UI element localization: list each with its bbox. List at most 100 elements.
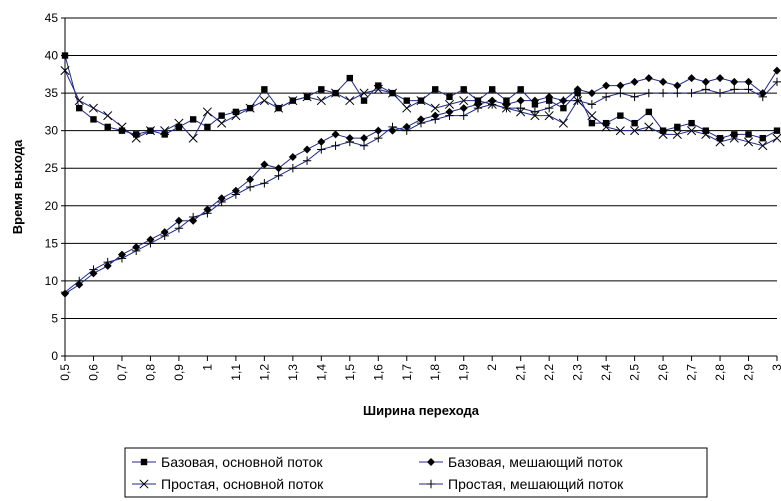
legend-marker <box>140 458 148 466</box>
data-point <box>274 171 283 180</box>
data-point <box>359 88 369 98</box>
data-point <box>446 93 453 101</box>
data-point <box>360 134 369 143</box>
legend-label: Базовая, основной поток <box>161 454 323 470</box>
data-point <box>617 112 624 119</box>
data-point <box>317 137 326 146</box>
data-point <box>160 126 170 136</box>
x-tick-label: 2,4 <box>599 364 613 381</box>
data-point <box>331 141 340 150</box>
data-point <box>658 88 668 98</box>
data-point <box>175 123 183 131</box>
data-point <box>659 127 667 134</box>
data-point <box>359 141 369 150</box>
data-point <box>360 97 368 104</box>
x-tick-label: 0,9 <box>172 364 186 381</box>
data-point <box>202 107 212 117</box>
x-tick-label: 1,1 <box>229 364 243 381</box>
data-point <box>430 103 440 113</box>
data-point <box>118 127 126 134</box>
data-point <box>103 257 112 267</box>
data-point <box>60 287 70 297</box>
data-point <box>345 96 355 106</box>
data-point <box>74 96 84 106</box>
data-point <box>545 92 554 101</box>
y-tick-label: 30 <box>45 124 59 138</box>
data-point <box>516 103 525 113</box>
data-point <box>245 103 255 113</box>
data-point <box>645 108 653 116</box>
data-point <box>217 197 226 207</box>
data-point <box>374 126 383 135</box>
data-point <box>701 129 711 139</box>
data-point <box>560 104 567 112</box>
data-point <box>644 122 654 132</box>
data-point <box>744 77 753 86</box>
data-point <box>174 224 184 233</box>
data-point <box>402 126 411 135</box>
data-point <box>245 182 255 192</box>
data-point <box>174 118 184 128</box>
data-point <box>132 246 141 256</box>
data-point <box>544 111 554 121</box>
data-point <box>674 123 681 131</box>
x-tick-label: 2 <box>485 364 499 371</box>
data-point <box>489 86 496 93</box>
data-point <box>346 74 353 82</box>
data-point <box>644 74 653 83</box>
data-point <box>203 209 212 218</box>
data-point <box>303 145 312 154</box>
data-point <box>630 77 639 86</box>
data-point <box>88 103 99 113</box>
data-point <box>274 103 284 113</box>
data-point <box>630 126 640 136</box>
data-point <box>331 130 340 139</box>
y-tick-label: 10 <box>45 274 59 288</box>
data-point <box>61 52 69 59</box>
data-point <box>133 131 140 138</box>
data-point <box>758 141 768 151</box>
x-tick-label: 2,5 <box>628 364 642 381</box>
x-tick-label: 1,9 <box>457 364 471 381</box>
legend-label: Простая, основной поток <box>161 476 324 492</box>
data-point <box>174 216 183 225</box>
data-point <box>445 111 454 120</box>
data-point <box>60 66 70 76</box>
data-point <box>416 96 426 106</box>
data-point <box>731 131 738 138</box>
data-point <box>459 96 469 106</box>
x-tick-label: 0,7 <box>115 364 129 381</box>
data-point <box>558 118 568 128</box>
data-point <box>104 123 111 131</box>
data-point <box>331 88 341 98</box>
data-point <box>588 119 596 127</box>
data-point <box>204 123 211 131</box>
data-point <box>145 126 155 136</box>
x-tick-label: 0,8 <box>143 364 157 381</box>
data-point <box>246 175 255 184</box>
x-tick-label: 2,7 <box>685 364 699 381</box>
y-tick-label: 20 <box>45 199 59 213</box>
x-tick-label: 1,8 <box>428 364 442 381</box>
data-point <box>615 126 625 136</box>
data-point <box>601 122 611 132</box>
data-point <box>673 88 682 98</box>
y-tick-label: 0 <box>51 349 58 363</box>
data-point <box>602 119 610 127</box>
data-point <box>687 126 697 136</box>
x-tick-label: 1,4 <box>314 364 328 381</box>
data-point <box>530 107 540 117</box>
data-point <box>573 85 582 94</box>
data-point <box>473 96 483 106</box>
data-point <box>403 97 410 104</box>
data-point <box>76 104 83 112</box>
legend-box <box>124 447 708 498</box>
data-point <box>715 137 725 147</box>
y-tick-label: 5 <box>51 311 58 325</box>
x-tick-label: 1,6 <box>371 364 385 381</box>
data-point <box>431 115 440 124</box>
x-tick-label: 1,3 <box>286 364 300 381</box>
data-point <box>345 137 354 147</box>
data-point <box>117 122 127 132</box>
